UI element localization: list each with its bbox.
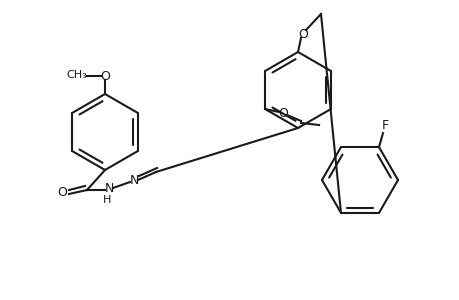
Text: O: O <box>100 70 110 83</box>
Text: N: N <box>129 173 138 187</box>
Text: H: H <box>103 195 111 205</box>
Text: O: O <box>297 28 307 40</box>
Text: O: O <box>57 185 67 199</box>
Text: N: N <box>104 182 113 194</box>
Text: O: O <box>278 106 287 119</box>
Text: F: F <box>381 118 388 132</box>
Text: CH₃: CH₃ <box>67 70 87 80</box>
